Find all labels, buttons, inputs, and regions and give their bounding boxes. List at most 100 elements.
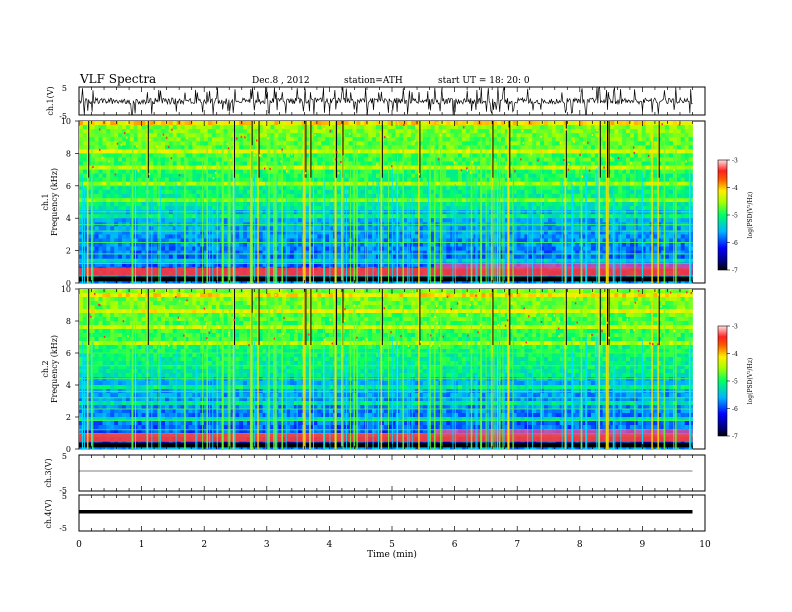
spectrogram-cell (372, 210, 377, 215)
spectrogram-cell (82, 234, 88, 239)
spectrogram-cell (94, 250, 99, 256)
spectrogram-cell (125, 121, 131, 126)
spectrogram-cell (504, 234, 510, 239)
spectrogram-cell (168, 218, 174, 223)
spectrogram-cell (200, 125, 205, 130)
spectrogram-cell (200, 141, 205, 146)
spectrogram-cell (196, 189, 201, 195)
spectrogram-cell (137, 141, 142, 146)
spectrogram-cell (387, 141, 392, 146)
spectrogram-cell (403, 169, 408, 175)
spectrogram-cell (399, 121, 404, 126)
spectrogram-cell (364, 189, 369, 195)
spectrogram-cell (176, 145, 181, 150)
spectrogram-cell (305, 197, 310, 203)
spectrogram-cell (329, 161, 334, 166)
spectrogram-cell (278, 165, 283, 170)
spectrogram-cell (164, 173, 170, 179)
spectrogram-cell (430, 218, 435, 223)
spectrogram-cell (141, 145, 146, 150)
spectrogram-cell (98, 197, 103, 203)
spectrogram-cell (290, 226, 295, 231)
spectrogram-cell (293, 250, 299, 256)
spectrogram-cell (293, 246, 299, 251)
spectrogram-cell (391, 250, 396, 256)
spectrogram-cell (454, 185, 459, 191)
spectrogram-cell (469, 133, 475, 138)
spectrogram-cell (207, 145, 213, 150)
spectrogram-cell (520, 210, 525, 215)
spectrogram-cell (121, 234, 127, 239)
spectrogram-cell (204, 258, 209, 264)
spectrogram-cell (336, 214, 342, 219)
spectrogram-cell (372, 165, 377, 170)
spectrogram-cell (254, 149, 260, 154)
spectrogram-cell (415, 202, 420, 207)
spectrogram-cell (356, 157, 361, 162)
spectrogram-cell (411, 202, 416, 207)
spectrogram-cell (247, 153, 252, 158)
spectrogram-cell (418, 258, 424, 264)
spectrogram-cell (290, 185, 295, 191)
spectrogram-cell (118, 121, 123, 126)
spectrogram-cell (82, 149, 88, 154)
spectrogram-cell (422, 206, 428, 211)
spectrogram-cell (188, 145, 193, 150)
spectrogram-cell (118, 202, 123, 207)
spectrogram-cell (508, 206, 514, 211)
spectrogram-cell (168, 197, 174, 203)
spectrogram-cell (168, 157, 174, 162)
spectrogram-cell (317, 210, 322, 215)
spectrogram-cell (168, 185, 174, 191)
spectrogram-cell (90, 149, 96, 154)
spectrogram-cell (360, 185, 365, 191)
spectrogram-cell (356, 121, 361, 126)
spectrogram-cell (247, 254, 252, 260)
spectrogram-cell (434, 210, 439, 215)
spectrogram-cell (297, 202, 303, 207)
spectrogram-cell (290, 193, 295, 199)
spectrogram-cell (211, 129, 217, 134)
spectrogram-cell (407, 181, 412, 187)
spectrogram-cell (188, 185, 193, 191)
spectrogram-cell (90, 161, 96, 166)
spectrogram-cell (211, 121, 217, 126)
spectrogram-cell (219, 141, 224, 146)
spectrogram-cell (375, 125, 381, 130)
spectrogram-cell (188, 165, 193, 170)
spectrogram-cell (368, 226, 373, 231)
spectrogram-cell (243, 141, 248, 146)
spectrogram-cell (520, 125, 525, 130)
spectrogram-cell (129, 129, 135, 134)
spectrogram-cell (458, 185, 463, 191)
spectrogram-cell (223, 230, 228, 235)
spectrogram-cell (114, 149, 119, 154)
spectrogram-cell (293, 145, 299, 150)
spectrogram-cell (102, 129, 107, 134)
spectrogram-cell (102, 250, 107, 256)
spectrogram-cell (403, 129, 408, 134)
spectrogram-cell (450, 210, 455, 215)
spectrogram-cell (184, 133, 189, 138)
spectrogram-cell (336, 141, 342, 146)
spectrogram-cell (223, 177, 228, 183)
spectrogram-cell (461, 161, 467, 166)
spectrogram-cell (465, 189, 471, 195)
spectrogram-cell (309, 258, 314, 264)
spectrogram-cell (98, 125, 103, 130)
spectrogram-cell (121, 169, 127, 175)
spectrogram-cell (438, 129, 443, 134)
spectrogram-cell (508, 133, 514, 138)
spectrogram-cell (293, 242, 299, 247)
spectrogram-cell (528, 145, 533, 150)
spectrogram-cell (192, 185, 197, 191)
spectrogram-cell (551, 137, 557, 142)
spectrogram-cell (454, 133, 459, 138)
spectrogram-cell (368, 181, 373, 187)
spectrogram-cell (168, 202, 174, 207)
spectrogram-cell (79, 230, 84, 235)
spectrogram-cell (184, 161, 189, 166)
spectrogram-cell (403, 226, 408, 231)
spectrogram-cell (391, 246, 396, 251)
spectrogram-cell (512, 230, 518, 235)
